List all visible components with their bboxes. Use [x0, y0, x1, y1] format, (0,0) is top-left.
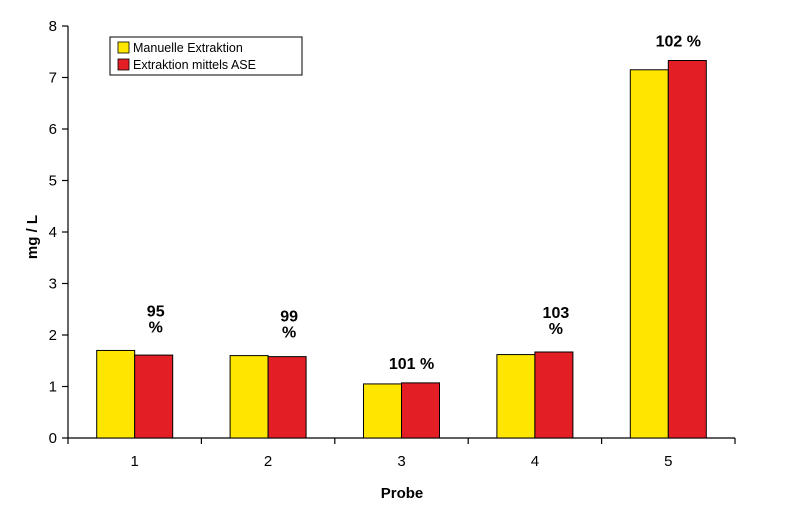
legend: Manuelle Extraktion Extraktion mittels AS…: [109, 36, 303, 76]
y-tick-label: 0: [49, 430, 57, 447]
x-tick-label: 5: [664, 453, 672, 470]
bar-manuelle-extraktion-1: [96, 349, 136, 439]
legend-box: [109, 36, 303, 76]
bar-manuelle-extraktion-5: [629, 69, 669, 439]
data-label-probe-2: 99%: [280, 309, 298, 342]
y-tick-label: 7: [49, 70, 57, 87]
bar-manuelle-extraktion-3: [363, 383, 402, 439]
x-axis-title: Probe: [381, 485, 424, 502]
bar-manuelle-extraktion-2: [229, 355, 269, 439]
y-axis: 0 1 2 3 4 5 6 7 8: [49, 18, 69, 447]
y-tick-label: 5: [49, 173, 57, 190]
x-axis: 1 2 3 4 5: [67, 437, 736, 470]
legend-label-extraktion-mittels-ase: Extraktion mittels ASE: [133, 58, 256, 72]
data-label-probe-4: 103%: [543, 305, 570, 338]
y-tick-label: 8: [49, 18, 57, 35]
x-tick-label: 3: [397, 453, 405, 470]
legend-label-manuelle-extraktion: Manuelle Extraktion: [133, 41, 243, 55]
bar-extraktion-mittels-ase-5: [667, 60, 707, 439]
legend-swatch-extraktion-mittels-ase: [117, 58, 130, 71]
bar-manuelle-extraktion-4: [496, 354, 536, 439]
bar-extraktion-mittels-ase-1: [134, 354, 174, 439]
y-tick-label: 4: [49, 224, 57, 241]
x-tick-label: 2: [264, 453, 272, 470]
data-label-probe-5: 102 %: [656, 34, 701, 51]
bars: [96, 60, 707, 439]
x-tick-label: 1: [131, 453, 139, 470]
y-tick-label: 3: [49, 276, 57, 293]
legend-swatch-manuelle-extraktion: [117, 41, 130, 54]
x-tick-label: 4: [531, 453, 539, 470]
data-label-probe-3: 101 %: [389, 356, 434, 373]
y-tick-label: 6: [49, 121, 57, 138]
bar-extraktion-mittels-ase-3: [401, 382, 440, 439]
y-axis-title: mg / L: [24, 215, 41, 259]
y-tick-label: 2: [49, 327, 57, 344]
data-labels: 95 % 99 % 101 % 103 % 102 %: [147, 34, 701, 373]
bar-extraktion-mittels-ase-4: [534, 351, 574, 439]
y-tick-label: 1: [49, 379, 57, 396]
data-label-probe-1: 95%: [147, 303, 165, 336]
bar-extraktion-mittels-ase-2: [267, 356, 307, 439]
